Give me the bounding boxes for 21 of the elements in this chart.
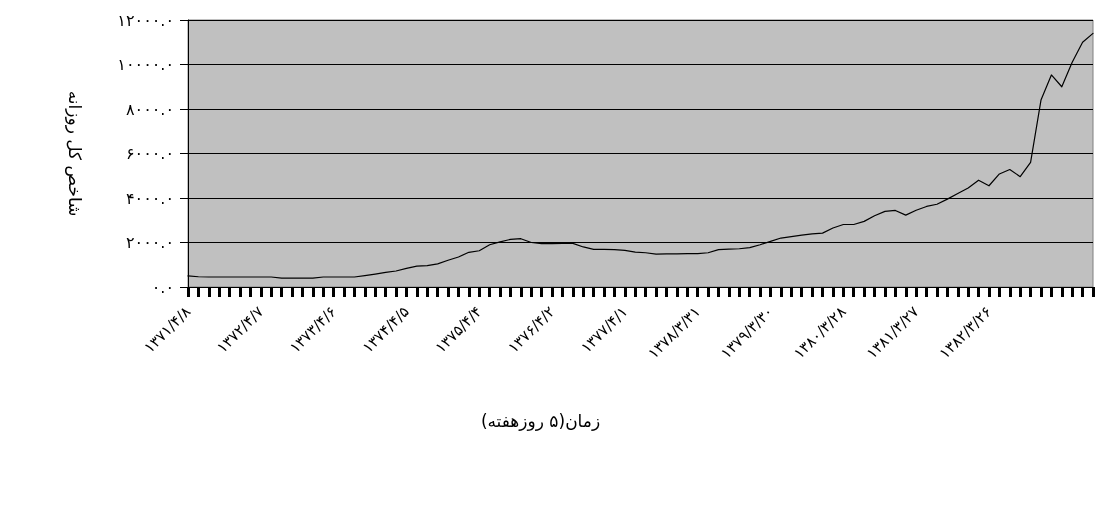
x-tick-label: ۱۳۷۴/۴/۵	[358, 302, 413, 357]
x-tick-label: ۱۳۷۷/۴/۱	[577, 302, 632, 357]
y-tick-label: ۸۰۰۰.۰	[125, 99, 174, 119]
y-tick-label: ۲۰۰۰.۰	[125, 233, 174, 252]
x-tick-label: ۱۳۷۸/۳/۳۱	[644, 302, 705, 363]
y-tick-label: ۱۲۰۰۰.۰	[117, 10, 174, 30]
x-tick-label: ۱۳۷۶/۴/۲	[504, 302, 559, 357]
y-axis-title: شاخص کل روزانه	[64, 90, 85, 217]
x-tick-label: ۱۳۷۹/۳/۳۰	[717, 302, 777, 363]
x-tick-label: ۱۳۸۱/۳/۲۷	[862, 302, 923, 363]
x-tick-label: ۱۳۷۲/۴/۷	[213, 302, 268, 357]
x-axis-title: زمان(۵ روزهفته)	[480, 410, 601, 431]
x-tick-label: ۱۳۷۱/۴/۸	[140, 302, 195, 357]
y-tick-label: ۶۰۰۰.۰	[125, 144, 174, 163]
y-tick-label: ۴۰۰۰.۰	[125, 188, 174, 208]
x-tick-label: ۱۳۸۲/۳/۲۶	[935, 302, 996, 363]
x-tick-label: ۱۳۷۳/۴/۶	[285, 302, 340, 357]
x-tick-label: ۱۳۸۰/۳/۲۸	[790, 302, 850, 363]
x-tick-label: ۱۳۷۵/۴/۴	[431, 302, 486, 357]
y-tick-label: ۱۰۰۰۰.۰	[117, 55, 174, 74]
y-tick-label: ۰.۰	[151, 277, 174, 297]
